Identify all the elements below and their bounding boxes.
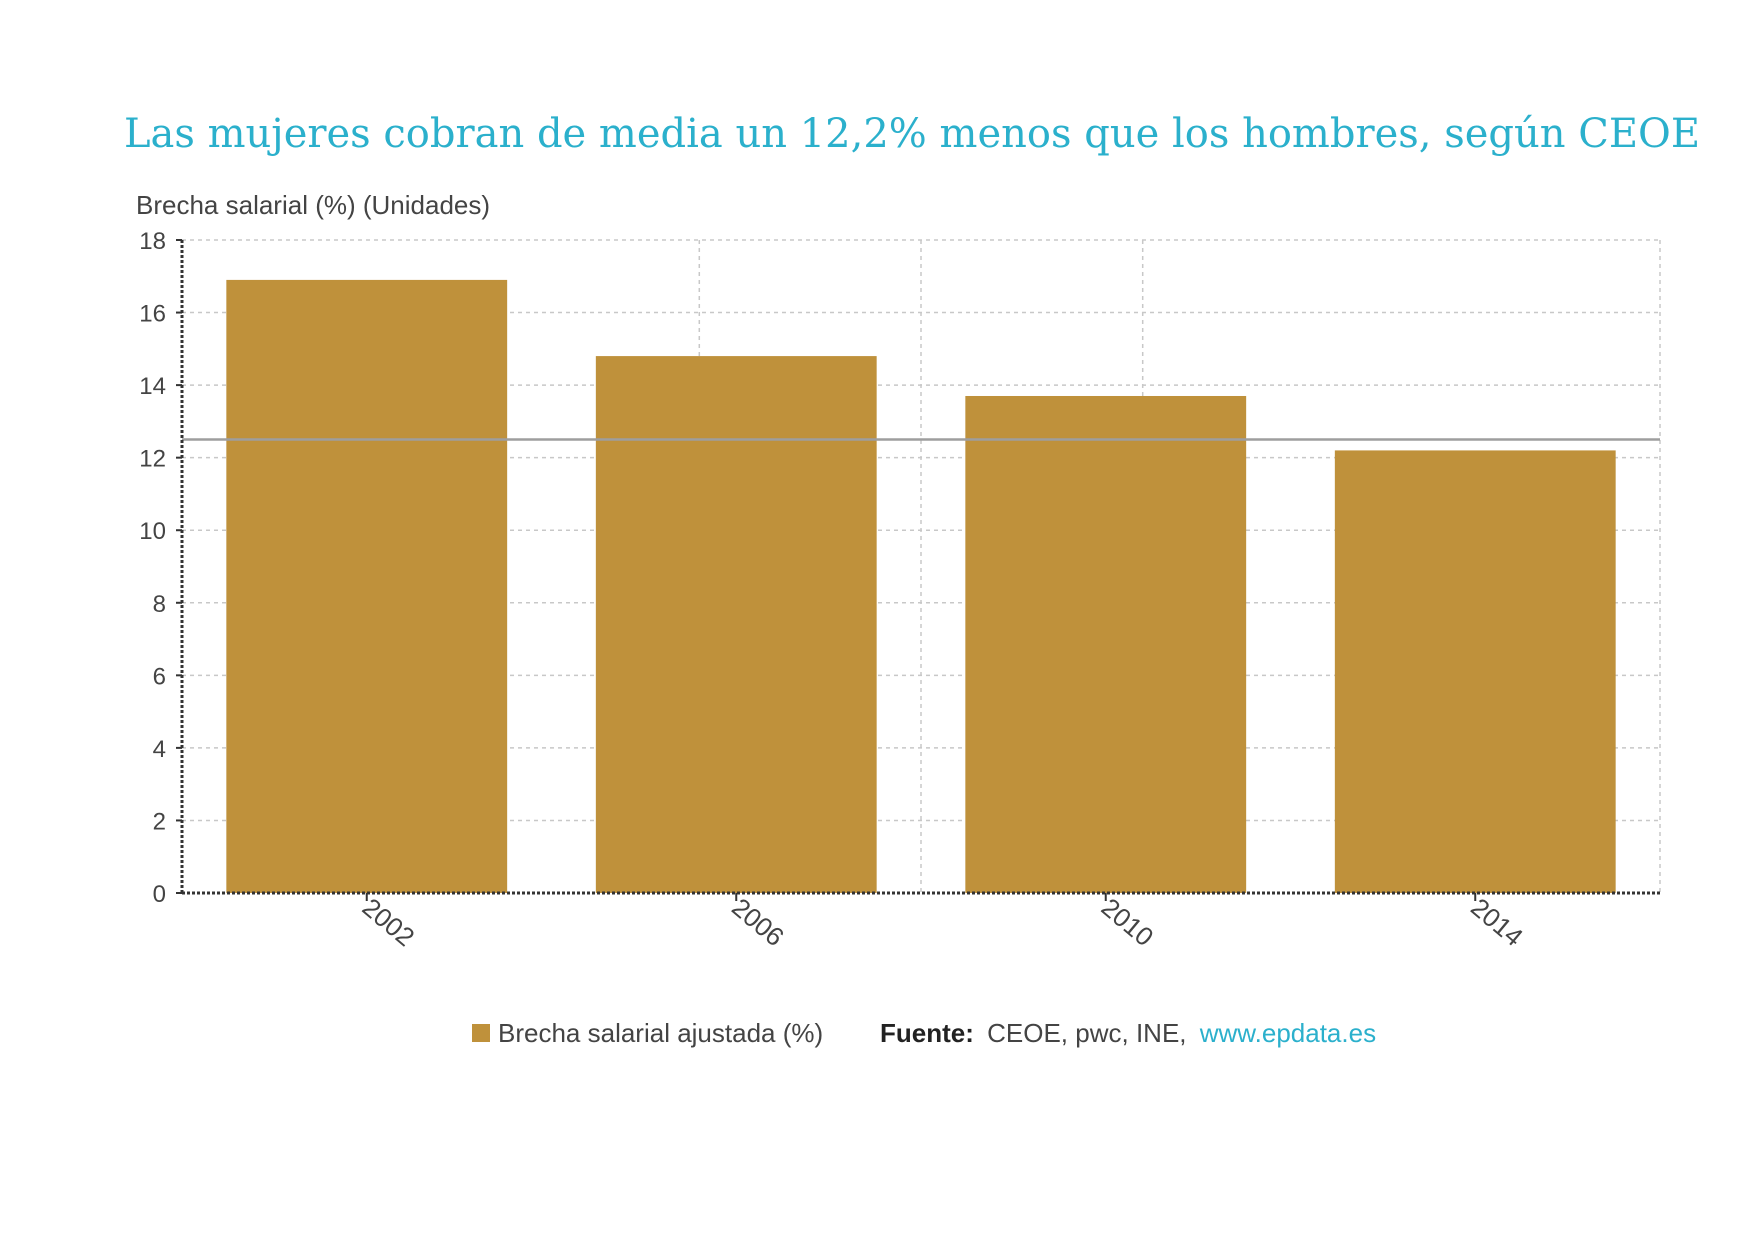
y-tick-label: 8 [153, 591, 166, 618]
bar-2002 [226, 279, 508, 894]
bar-2014 [1334, 450, 1616, 893]
y-tick-label: 10 [139, 518, 166, 545]
y-tick-label: 2 [153, 808, 166, 835]
y-tick-label: 0 [153, 881, 166, 908]
x-tick-label: 2006 [726, 892, 790, 952]
source-link[interactable]: www.epdata.es [1199, 1018, 1376, 1048]
chart-title: Las mujeres cobran de media un 12,2% men… [124, 111, 1700, 157]
x-tick-label: 2002 [357, 892, 421, 952]
legend-swatch [472, 1024, 490, 1042]
y-tick-label: 14 [139, 373, 166, 400]
y-tick-label: 4 [153, 736, 166, 763]
legend: Brecha salarial ajustada (%) Fuente: CEO… [472, 1018, 1376, 1048]
y-tick-label: 12 [139, 446, 166, 473]
source-text: CEOE, pwc, INE, [987, 1018, 1186, 1048]
bar-2006 [595, 356, 877, 894]
bar-2010 [965, 395, 1247, 893]
y-tick-label: 6 [153, 663, 166, 690]
y-tick-label: 16 [139, 301, 166, 328]
x-tick-label: 2014 [1465, 892, 1529, 952]
y-axis-label: Brecha salarial (%) (Unidades) [136, 190, 490, 220]
y-tick-label: 18 [139, 228, 166, 255]
source-note: Fuente: CEOE, pwc, INE, www.epdata.es [880, 1018, 1376, 1048]
legend-label: Brecha salarial ajustada (%) [498, 1018, 823, 1048]
bars [226, 279, 1616, 894]
x-tick-label: 2010 [1096, 892, 1160, 952]
source-label: Fuente: [880, 1018, 974, 1048]
